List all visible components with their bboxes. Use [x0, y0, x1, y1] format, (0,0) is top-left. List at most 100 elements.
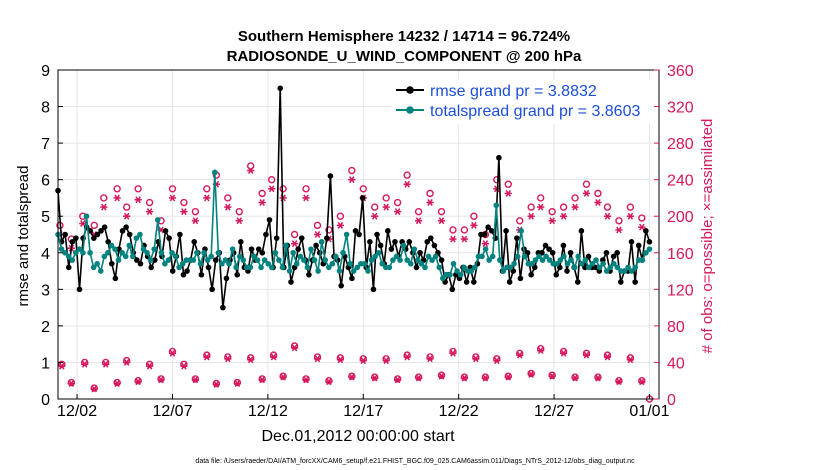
spread-point [65, 253, 72, 260]
obs-possible-marker [258, 375, 266, 383]
spread-point [204, 257, 211, 263]
spread-point [112, 246, 118, 252]
obs-possible-marker [626, 203, 635, 211]
obs-assimilated-marker [302, 376, 310, 384]
asterisk-stroke [135, 196, 141, 204]
spread-point [133, 235, 140, 241]
spread-point [450, 260, 457, 267]
obs-possible-marker [470, 212, 478, 220]
spread-point [600, 260, 606, 267]
rmse-point [463, 279, 470, 285]
asterisk-stroke [383, 357, 389, 365]
obs-possible-marker [348, 166, 356, 175]
spread-point [582, 257, 589, 263]
obs-assimilated-marker [290, 344, 299, 352]
obs-possible-marker [437, 207, 446, 216]
obs-assimilated-marker [233, 379, 241, 387]
asterisk-stroke [404, 353, 410, 361]
spread-point [140, 246, 147, 252]
asterisk-stroke [146, 208, 153, 216]
obs-assimilated-marker [203, 194, 211, 202]
spread-point [415, 257, 421, 263]
rmse-point [431, 242, 438, 249]
y-right-tick-label: 240 [667, 173, 694, 190]
spread-point [176, 264, 182, 271]
rmse-point [238, 239, 244, 245]
spread-point [411, 246, 418, 252]
y-right-tick-label: 0 [667, 392, 676, 409]
spread-point [201, 249, 207, 256]
rmse-point [481, 231, 488, 238]
obs-assimilated-marker [212, 380, 220, 388]
x-tick-label: 12/02 [57, 403, 97, 420]
asterisk-stroke [494, 357, 500, 365]
obs-possible-marker [516, 217, 524, 225]
spread-point [586, 264, 592, 271]
obs-possible-marker [571, 373, 579, 381]
asterisk-stroke [572, 203, 578, 211]
rmse-point [370, 286, 377, 293]
spread-point [80, 249, 86, 256]
spread-point [564, 260, 571, 267]
obs-possible-marker [460, 373, 469, 381]
obs-assimilated-marker [134, 196, 142, 204]
x-tick-label: 12/17 [343, 403, 383, 420]
asterisk-stroke [314, 355, 321, 363]
y-tick-label: 2 [41, 319, 50, 336]
asterisk-stroke [415, 374, 422, 382]
rmse-point [374, 231, 380, 238]
rmse-point [392, 239, 398, 245]
spread-point [632, 264, 639, 271]
rmse-point [306, 271, 312, 278]
obs-assimilated-marker [437, 217, 446, 225]
y-tick-label: 7 [41, 136, 50, 153]
x-tick-label: 12/12 [248, 403, 288, 420]
obs-assimilated-marker [537, 347, 545, 355]
asterisk-stroke [259, 376, 265, 384]
obs-possible-marker [594, 189, 602, 198]
asterisk-stroke [505, 189, 512, 197]
obs-possible-marker [233, 378, 242, 387]
spread-point [147, 257, 154, 263]
rmse-point [356, 231, 362, 238]
rmse-point [449, 286, 456, 293]
rmse-point [582, 264, 588, 271]
rmse-point [126, 231, 133, 238]
asterisk-stroke [337, 356, 344, 364]
spread-point [286, 268, 293, 274]
y-right-tick-label: 280 [667, 136, 694, 153]
obs-possible-marker [559, 203, 568, 211]
obs-assimilated-marker [313, 231, 322, 238]
y-right-tick-label: 200 [667, 209, 694, 226]
obs-assimilated-marker [449, 349, 457, 357]
rmse-point [148, 264, 154, 271]
spread-point [258, 264, 264, 271]
asterisk-stroke [158, 376, 164, 384]
rmse-point [585, 253, 592, 260]
spread-point [130, 253, 136, 260]
rmse-point [108, 260, 115, 267]
obs-assimilated-marker [426, 355, 434, 363]
asterisk-stroke [482, 374, 489, 382]
asterisk-stroke [461, 235, 468, 243]
spread-point [76, 246, 83, 252]
asterisk-stroke [303, 194, 309, 202]
asterisk-stroke [583, 189, 590, 197]
rmse-point [359, 195, 366, 201]
spread-point [500, 268, 507, 274]
spread-point [625, 264, 631, 271]
obs-possible-marker [168, 185, 177, 193]
spread-point [350, 268, 357, 274]
obs-assimilated-marker [626, 212, 634, 220]
obs-assimilated-marker [460, 235, 468, 243]
obs-possible-marker [235, 207, 243, 216]
obs-assimilated-marker [626, 356, 634, 364]
obs-assimilated-marker [504, 373, 512, 381]
spread-point [511, 260, 517, 267]
x-tick-label: 12/22 [439, 403, 479, 420]
spread-point [514, 253, 521, 260]
rmse-point [248, 246, 255, 252]
obs-possible-marker [267, 175, 276, 184]
spread-point [154, 217, 161, 223]
spread-point [340, 249, 346, 256]
